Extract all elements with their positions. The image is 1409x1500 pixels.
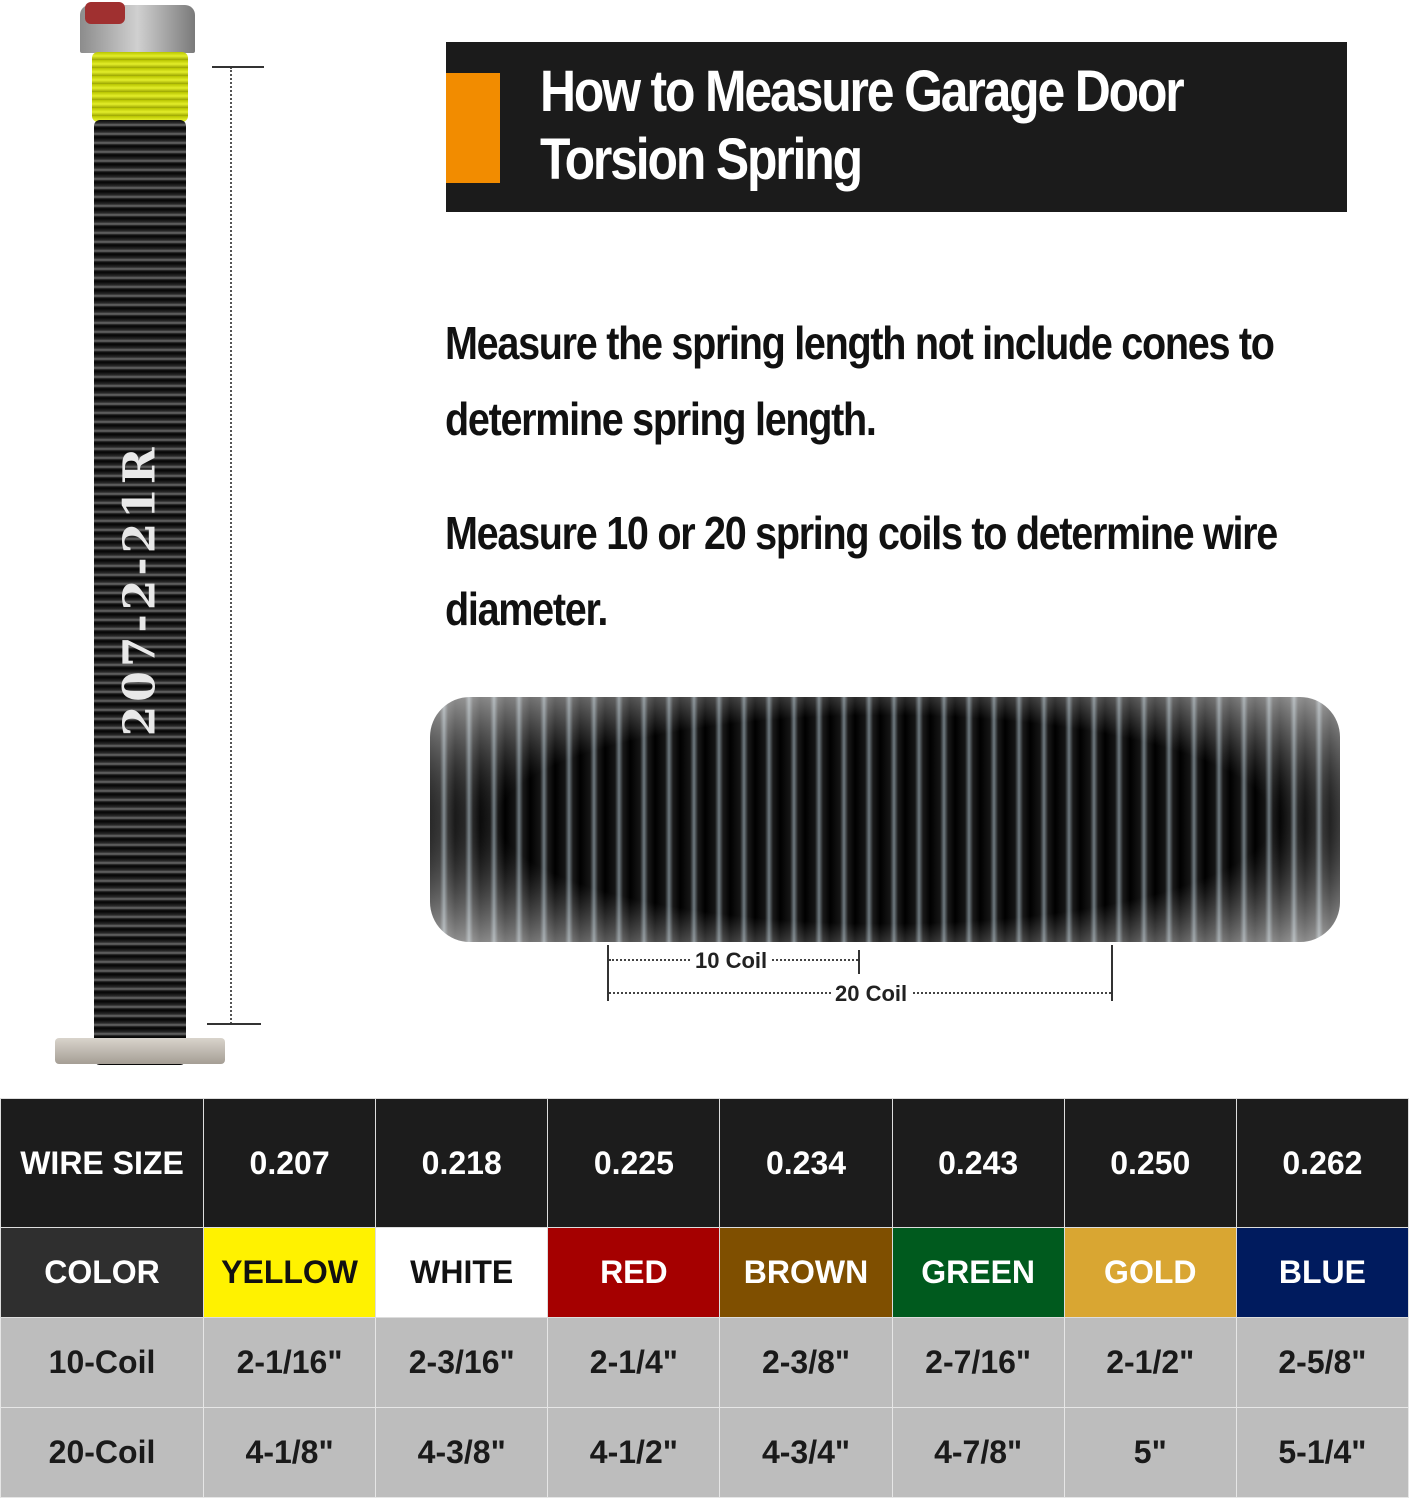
wire-size-cell: 0.218: [375, 1098, 549, 1228]
dimension-tick-top: [212, 66, 264, 68]
wire-size-cell: 0.262: [1235, 1098, 1409, 1228]
twenty-coil-cell: 4-1/2": [547, 1407, 721, 1498]
ten-coil-bracket: 10 Coil: [607, 948, 860, 974]
color-cell: BLUE: [1235, 1227, 1409, 1318]
twenty-coil-cell: 4-7/8": [891, 1407, 1065, 1498]
color-cell: WHITE: [375, 1227, 549, 1318]
ten-coil-cell: 2-5/8": [1235, 1317, 1409, 1408]
title-line-2: Torsion Spring: [540, 127, 863, 192]
spring-code: 207-2-21R: [114, 443, 166, 737]
twenty-coil-cell: 5": [1063, 1407, 1237, 1498]
set-screw: [85, 2, 125, 24]
wire-size-cell: 0.225: [547, 1098, 721, 1228]
wire-size-table: WIRE SIZE 0.207 0.218 0.225 0.234 0.243 0.250 0…: [0, 1098, 1409, 1498]
twenty-coil-cell: 4-1/8": [202, 1407, 377, 1498]
row-label: WIRE SIZE: [0, 1098, 204, 1228]
yellow-coil-section: [92, 52, 188, 122]
ten-coil-row: 10-Coil 2-1/16" 2-3/16" 2-1/4" 2-3/8" 2-7/16"…: [0, 1317, 1409, 1408]
color-row: COLOR YELLOW WHITE RED BROWN GREEN GOLD BLUE: [0, 1227, 1409, 1318]
twenty-coil-cell: 4-3/8": [375, 1407, 549, 1498]
ten-coil-cell: 2-1/16": [202, 1317, 377, 1408]
ten-coil-cell: 2-1/4": [547, 1317, 721, 1408]
base-plate: [55, 1038, 225, 1064]
row-label: 10-Coil: [0, 1317, 204, 1408]
twenty-coil-cell: 5-1/4": [1235, 1407, 1409, 1498]
color-cell: BROWN: [719, 1227, 893, 1318]
twenty-coil-label: 20 Coil: [831, 981, 912, 1007]
twenty-coil-bracket: 20 Coil: [607, 945, 1113, 1007]
wire-size-cell: 0.207: [202, 1098, 377, 1228]
vertical-spring-image: 207-2-21R: [55, 2, 225, 1065]
title-line-1: How to Measure Garage Door: [540, 59, 1185, 124]
color-cell: GREEN: [891, 1227, 1065, 1318]
wire-size-cell: 0.234: [719, 1098, 893, 1228]
length-instruction: Measure the spring length not include co…: [445, 317, 1275, 445]
ten-coil-cell: 2-3/16": [375, 1317, 549, 1408]
length-dimension-line: [230, 67, 232, 1024]
ten-coil-cell: 2-7/16": [891, 1317, 1065, 1408]
diameter-instruction: Measure 10 or 20 spring coils to determi…: [445, 507, 1278, 635]
color-cell: YELLOW: [202, 1227, 377, 1318]
horizontal-spring-image: [430, 697, 1340, 942]
row-label: 20-Coil: [0, 1407, 204, 1498]
dimension-tick-bottom: [207, 1023, 261, 1025]
color-cell: RED: [547, 1227, 721, 1318]
title-banner: [446, 42, 1347, 212]
title-accent-bar: [446, 73, 500, 183]
wire-size-cell: 0.250: [1063, 1098, 1237, 1228]
wire-size-cell: 0.243: [891, 1098, 1065, 1228]
twenty-coil-row: 20-Coil 4-1/8" 4-3/8" 4-1/2" 4-3/4" 4-7/8" 5" 5…: [0, 1407, 1409, 1498]
spring-coil: [94, 120, 186, 1065]
twenty-coil-cell: 4-3/4": [719, 1407, 893, 1498]
wire-size-row: WIRE SIZE 0.207 0.218 0.225 0.234 0.243 0.250 0…: [0, 1098, 1409, 1228]
page-title: How to Measure Garage Door Torsion Sprin…: [540, 58, 1211, 194]
ten-coil-cell: 2-1/2": [1063, 1317, 1237, 1408]
ten-coil-label: 10 Coil: [691, 948, 772, 974]
ten-coil-cell: 2-3/8": [719, 1317, 893, 1408]
color-cell: GOLD: [1063, 1227, 1237, 1318]
row-label: COLOR: [0, 1227, 204, 1318]
